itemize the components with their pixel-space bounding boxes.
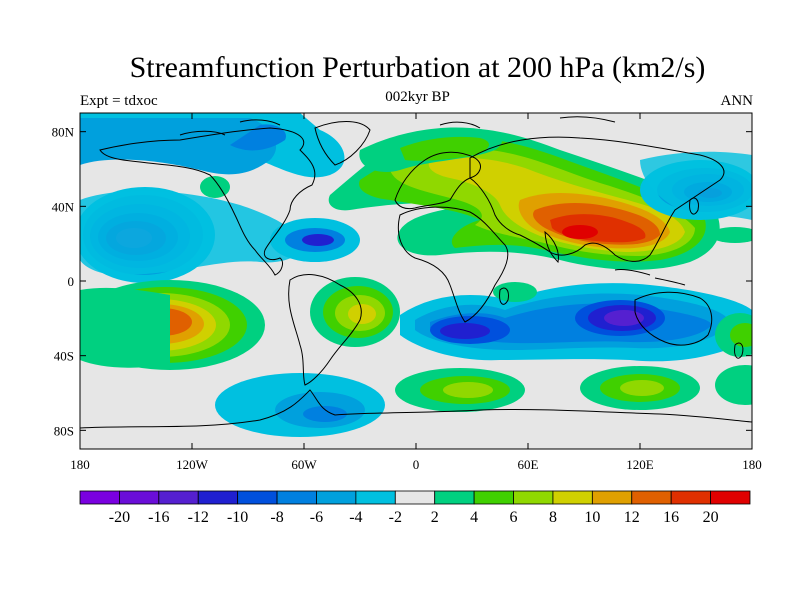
colorbar-label: 4 — [470, 509, 478, 526]
x-tick-label: 180 — [70, 457, 90, 472]
colorbar-label: -10 — [227, 509, 248, 526]
colorbar-swatch — [552, 490, 593, 505]
colorbar-label: -20 — [109, 509, 130, 526]
contour-spac-tail — [80, 287, 170, 368]
coast-indonesia — [614, 269, 686, 286]
coast-north-america — [99, 127, 316, 276]
colorbar-label: 2 — [431, 509, 439, 526]
y-axis: 80N 40N 0 40S 80S — [52, 125, 752, 438]
colorbar-label: 12 — [624, 509, 640, 526]
contour-madagascar-pos — [493, 282, 537, 302]
colorbar-swatch — [434, 490, 475, 505]
colorbar-swatch — [631, 490, 672, 505]
colorbar-swatch — [513, 490, 554, 505]
coast-new-zealand — [734, 342, 744, 359]
contour-so-neg-6 — [303, 406, 347, 422]
colorbar-swatch — [119, 490, 160, 505]
x-tick-label: 60W — [291, 457, 317, 472]
colorbar-swatch — [197, 490, 239, 505]
y-tick-label: 80N — [52, 125, 75, 140]
time-label: 002kyr BP — [385, 89, 450, 105]
y-tick-label: 80S — [54, 423, 74, 438]
colorbar-label: 6 — [510, 509, 518, 526]
x-tick-label: 180 — [742, 457, 762, 472]
colorbar-label: -8 — [270, 509, 283, 526]
x-tick-label: 120E — [626, 457, 654, 472]
contour-tibet-pos-20 — [562, 225, 598, 239]
y-tick-label: 0 — [68, 274, 75, 289]
colorbar-label: 16 — [663, 509, 679, 526]
contour-sind-neg-16 — [604, 310, 644, 326]
contour-satl-neg-12 — [440, 323, 490, 339]
experiment-label: Expt = tdxoc — [80, 93, 158, 109]
contour-tasman-pos-4 — [730, 323, 752, 347]
plot-title: Streamfunction Perturbation at 200 hPa (… — [129, 51, 706, 84]
x-tick-label: 0 — [413, 457, 420, 472]
y-tick-label: 40N — [52, 199, 75, 214]
colorbar-label: -16 — [148, 509, 169, 526]
contour-so-ind-pos-6 — [620, 380, 664, 396]
coast-south-america — [288, 274, 362, 386]
y-tick-label: 40S — [54, 349, 74, 364]
season-label: ANN — [720, 93, 754, 109]
contour-npac-wide — [80, 190, 303, 275]
map-area — [80, 113, 752, 449]
contour-field — [80, 113, 752, 437]
x-tick-label: 120W — [176, 457, 209, 472]
colorbar-label: 8 — [549, 509, 557, 526]
colorbar-label: 10 — [584, 509, 600, 526]
contour-so-atl-pos-6 — [443, 382, 493, 398]
x-tick-label: 60E — [518, 457, 539, 472]
colorbar-swatch — [710, 490, 751, 505]
colorbar-label: -12 — [188, 509, 209, 526]
coast-madagascar — [499, 287, 509, 305]
colorbar-swatch — [316, 490, 357, 505]
colorbar-swatch — [355, 490, 396, 505]
colorbar-swatch — [79, 490, 120, 505]
coast-africa — [397, 206, 509, 323]
colorbar: -20 -16 -12 -10 -8 -6 -4 -2 2 4 6 8 10 12 16 20 — [79, 490, 751, 526]
colorbar-swatch — [158, 490, 199, 505]
coast-asia — [469, 136, 725, 262]
coast-australia — [634, 291, 713, 346]
contour-nh-west-band — [640, 151, 752, 220]
contour-nam-pos — [200, 176, 230, 198]
coast-greenland — [314, 121, 371, 166]
colorbar-label: -4 — [349, 509, 362, 526]
contour-nh-cold-band-3 — [230, 124, 286, 151]
colorbar-label: -2 — [389, 509, 402, 526]
coast-japan — [689, 197, 699, 215]
coastlines — [80, 116, 752, 429]
coast-antarctica — [80, 389, 752, 429]
colorbar-swatch — [394, 490, 436, 505]
coast-arctic-islands — [179, 116, 616, 136]
contour-cpac-pos — [710, 227, 752, 243]
colorbar-label: 20 — [703, 509, 719, 526]
contour-so-far-pos — [715, 365, 752, 405]
contour-nh-cold-band-2 — [80, 118, 277, 175]
contour-camer-neg-10 — [302, 234, 334, 246]
colorbar-swatch — [276, 490, 317, 505]
colorbar-swatch — [591, 490, 633, 505]
colorbar-swatch — [670, 490, 711, 505]
colorbar-label: -6 — [310, 509, 323, 526]
contour-sam-pos-8 — [348, 304, 376, 324]
colorbar-swatch — [237, 490, 278, 505]
coast-india — [544, 230, 559, 264]
colorbar-swatch — [473, 490, 514, 505]
x-axis: 180 120W 60W 0 60E 120E 180 — [70, 113, 762, 472]
